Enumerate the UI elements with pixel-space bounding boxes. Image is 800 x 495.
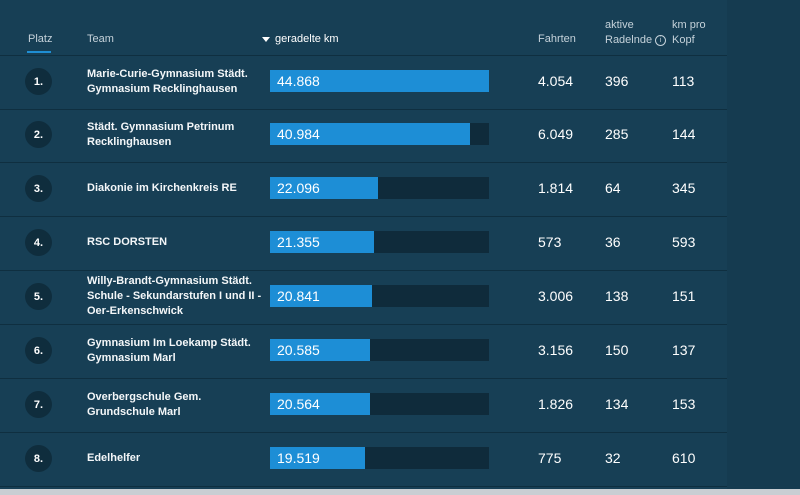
kmpro-value: 137 <box>672 342 696 358</box>
header-platz[interactable]: Platz <box>28 33 53 45</box>
header-km-label: geradelte km <box>275 33 339 45</box>
header-kmpro-line2: Kopf <box>672 34 695 46</box>
km-bar-track: 40.984 <box>270 123 489 145</box>
info-icon[interactable]: i <box>655 34 667 46</box>
kmpro-value: 610 <box>672 450 696 466</box>
kmpro-value: 113 <box>672 73 695 89</box>
fahrten-value: 3.156 <box>538 342 574 358</box>
kmpro-value: 153 <box>672 396 696 412</box>
km-bar-track: 20.564 <box>270 393 489 415</box>
header-fahrten[interactable]: Fahrten <box>538 33 576 45</box>
km-bar-track: 21.355 <box>270 231 489 253</box>
table-row[interactable]: 7. Overbergschule Gem. Grundschule Marl 20… <box>0 378 727 433</box>
km-bar-fill <box>270 285 372 307</box>
kmpro-value: 593 <box>672 234 696 250</box>
rank-badge: 5. <box>25 283 52 310</box>
rank-badge: 3. <box>25 175 52 202</box>
km-bar-track: 20.841 <box>270 285 489 307</box>
team-name[interactable]: RSC DORSTEN <box>87 236 168 248</box>
table-row[interactable]: 2. Städt. Gymnasium Petrinum Recklinghaus… <box>0 108 727 163</box>
header-kmpro-line1: km pro <box>672 19 706 31</box>
table-row[interactable]: 6. Gymnasium Im Loekamp Städt. Gymnasium … <box>0 324 727 379</box>
table-row[interactable]: 5. Willy-Brandt-Gymnasium Städt. Schule -… <box>0 270 727 325</box>
radelnde-value: 36 <box>605 234 621 250</box>
km-bar-fill <box>270 447 365 469</box>
rank-badge: 4. <box>25 229 52 256</box>
km-value: 20.564 <box>277 396 320 412</box>
radelnde-value: 150 <box>605 342 629 358</box>
km-value: 20.585 <box>277 342 320 358</box>
fahrten-value: 3.006 <box>538 288 574 304</box>
km-value: 44.868 <box>277 73 320 89</box>
header-kmpro[interactable]: km pro Kopf <box>672 18 706 48</box>
km-bar-fill <box>270 177 378 199</box>
table-header: Platz Team geradelte km Fahrten aktive R… <box>0 0 727 56</box>
radelnde-value: 134 <box>605 396 629 412</box>
radelnde-value: 64 <box>605 180 621 196</box>
header-radelnde-line2: Radelnde <box>605 34 653 46</box>
radelnde-value: 32 <box>605 450 621 466</box>
rank-badge: 8. <box>25 445 52 472</box>
team-name[interactable]: Edelhelfer <box>87 452 141 464</box>
team-name[interactable]: Diakonie im Kirchenkreis RE <box>87 182 237 194</box>
km-value: 22.096 <box>277 180 320 196</box>
fahrten-value: 6.049 <box>538 126 574 142</box>
rank-badge: 7. <box>25 391 52 418</box>
table-row[interactable]: 8. Edelhelfer 19.519 775 32 610 <box>0 432 727 487</box>
bottom-divider <box>0 489 800 495</box>
km-bar-fill <box>270 123 470 145</box>
table-row[interactable]: 4. RSC DORSTEN 21.355 573 36 593 <box>0 216 727 271</box>
team-name[interactable]: Städt. Gymnasium Petrinum Recklinghausen <box>87 121 235 148</box>
km-bar-track: 19.519 <box>270 447 489 469</box>
kmpro-value: 151 <box>672 288 696 304</box>
ranking-panel: Platz Team geradelte km Fahrten aktive R… <box>0 0 727 487</box>
radelnde-value: 396 <box>605 73 629 89</box>
km-value: 19.519 <box>277 450 320 466</box>
table-row[interactable]: 3. Diakonie im Kirchenkreis RE 22.096 1.814… <box>0 162 727 217</box>
km-bar-fill <box>270 393 370 415</box>
km-bar-track: 44.868 <box>270 70 489 92</box>
sort-desc-icon <box>262 36 270 42</box>
rank-badge: 6. <box>25 337 52 364</box>
km-value: 40.984 <box>277 126 320 142</box>
team-name[interactable]: Marie-Curie-Gymnasium Städt. Gymnasium R… <box>87 68 248 95</box>
table-row[interactable]: 1. Marie-Curie-Gymnasium Städt. Gymnasium… <box>0 55 727 110</box>
rank-badge: 2. <box>25 121 52 148</box>
rank-badge: 1. <box>25 68 52 95</box>
km-value: 20.841 <box>277 288 320 304</box>
radelnde-value: 138 <box>605 288 629 304</box>
header-radelnde[interactable]: aktive Radelnde i <box>605 18 667 48</box>
header-team[interactable]: Team <box>87 33 114 45</box>
fahrten-value: 775 <box>538 450 562 466</box>
header-radelnde-line1: aktive <box>605 19 634 31</box>
km-value: 21.355 <box>277 234 320 250</box>
fahrten-value: 4.054 <box>538 73 574 89</box>
kmpro-value: 144 <box>672 126 696 142</box>
fahrten-value: 1.826 <box>538 396 574 412</box>
page-background-strip <box>727 0 800 495</box>
km-bar-fill <box>270 339 370 361</box>
team-name[interactable]: Gymnasium Im Loekamp Städt. Gymnasium Ma… <box>87 337 251 364</box>
km-bar-fill <box>270 70 489 92</box>
km-bar-fill <box>270 231 374 253</box>
kmpro-value: 345 <box>672 180 696 196</box>
team-name[interactable]: Overbergschule Gem. Grundschule Marl <box>87 391 202 418</box>
radelnde-value: 285 <box>605 126 629 142</box>
platz-active-underline <box>27 51 51 53</box>
km-bar-track: 20.585 <box>270 339 489 361</box>
fahrten-value: 573 <box>538 234 562 250</box>
header-km-sort[interactable]: geradelte km <box>262 33 339 45</box>
km-bar-track: 22.096 <box>270 177 489 199</box>
fahrten-value: 1.814 <box>538 180 574 196</box>
team-name[interactable]: Willy-Brandt-Gymnasium Städt. Schule - S… <box>87 275 262 317</box>
